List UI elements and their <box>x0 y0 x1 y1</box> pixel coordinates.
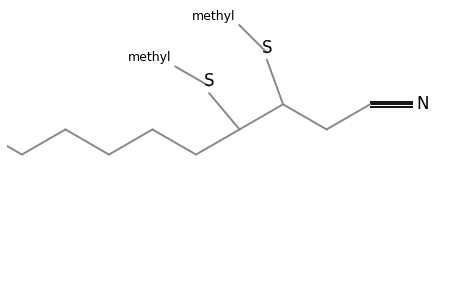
Text: methyl: methyl <box>127 51 171 64</box>
Text: S: S <box>261 39 271 57</box>
Text: N: N <box>416 95 428 113</box>
Text: methyl: methyl <box>191 10 235 23</box>
Text: S: S <box>203 72 214 90</box>
